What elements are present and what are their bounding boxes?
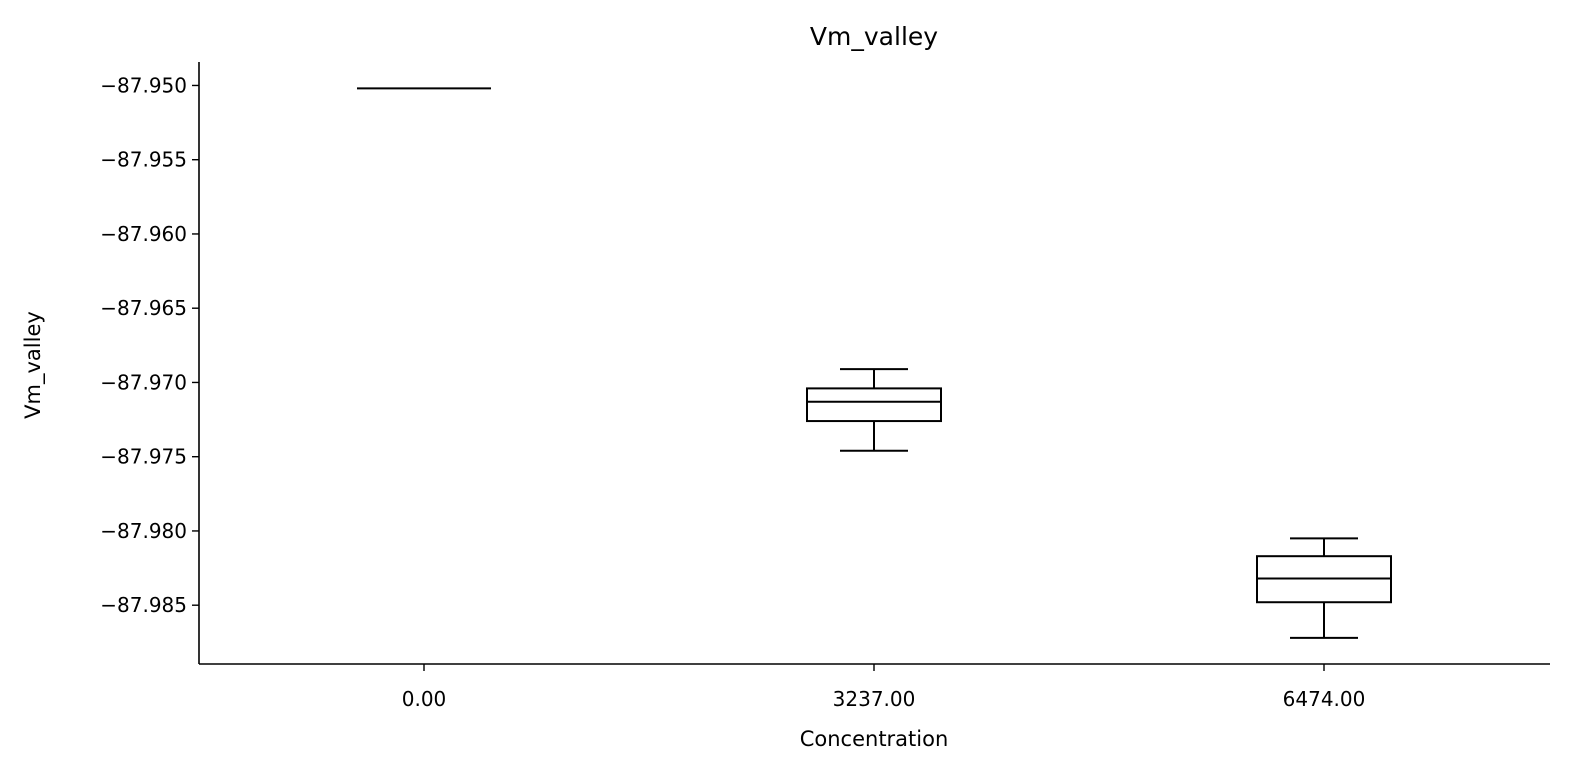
x-tick-label: 6474.00	[1283, 687, 1366, 711]
y-tick-label: −87.970	[100, 370, 187, 394]
y-tick-label: −87.965	[100, 296, 187, 320]
y-tick-label: −87.960	[100, 222, 187, 246]
y-tick-label: −87.955	[100, 148, 187, 172]
y-tick-label: −87.950	[100, 73, 187, 97]
x-tick-label: 3237.00	[833, 687, 916, 711]
chart-title: Vm_valley	[810, 22, 938, 51]
y-tick-label: −87.985	[100, 593, 187, 617]
y-tick-label: −87.975	[100, 445, 187, 469]
x-axis-title: Concentration	[800, 727, 949, 751]
y-axis-title: Vm_valley	[21, 311, 46, 419]
x-tick-label: 0.00	[402, 687, 447, 711]
y-tick-label: −87.980	[100, 519, 187, 543]
plot-area: −87.950 −87.955 −87.960 −87.965 −87.970 −87.9…	[100, 62, 1550, 711]
box-iqr	[806, 387, 942, 423]
